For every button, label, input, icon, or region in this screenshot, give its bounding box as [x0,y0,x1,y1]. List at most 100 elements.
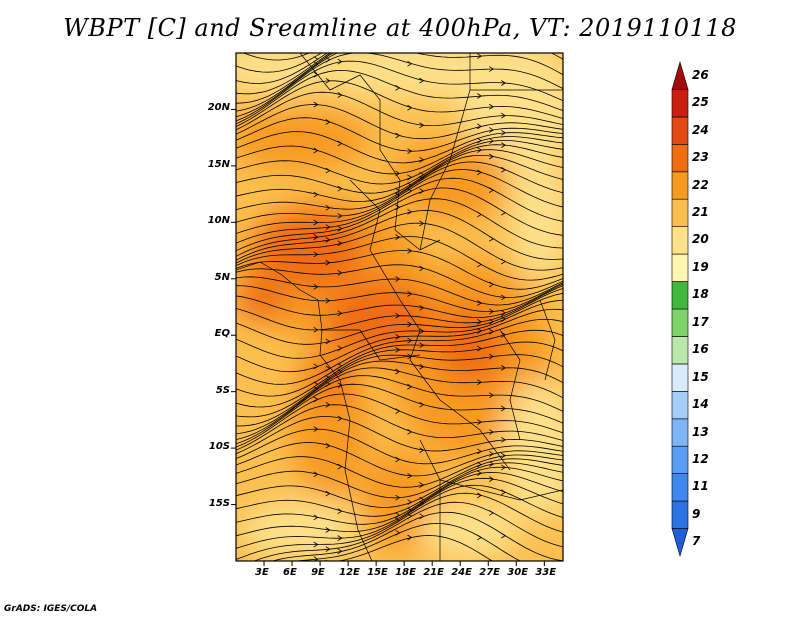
streamline-arrow [501,7,505,12]
streamline-arrow [395,512,401,519]
streamline-arrow [313,426,319,432]
map-title: WBPT [C] and Sreamline at 400hPa, VT: 20… [63,14,737,42]
lat-tick-label: 20N [207,102,230,114]
streamline [236,250,563,290]
plot-frame [235,52,564,562]
streamline-arrow [325,237,331,243]
streamline-arrow [313,219,319,226]
streamline-arrow [501,310,507,316]
streamline-arrow [489,429,495,435]
streamline-arrow [477,534,483,541]
streamline-arrow [489,392,495,399]
streamline-arrow [337,382,343,389]
streamline [236,428,563,465]
streamline-arrow [337,240,343,247]
streamline-arrow [395,188,401,194]
streamline-arrow [395,456,401,463]
lon-tick-label: 3E [255,567,269,578]
streamline [236,161,563,223]
streamline-arrow [501,331,507,338]
streamline-arrow [325,546,331,553]
streamline-arrow [325,259,331,266]
streamline [236,53,323,73]
streamline [236,466,563,517]
streamline-arrow [489,28,493,33]
streamline-arrow [489,353,495,360]
streamline-arrow [325,338,331,345]
colorbar-segment [671,60,689,90]
lon-tick-label: 15E [367,567,388,578]
streamlines [236,5,563,561]
streamline [236,210,563,261]
streamline-arrow [325,77,331,84]
streamline-arrow [489,461,495,467]
colorbar-segment [671,144,689,173]
streamline-arrow [407,429,413,435]
streamline-arrow [419,220,425,227]
streamline-arrow [477,448,483,455]
streamline [236,360,563,427]
streamline-arrow [477,5,481,10]
streamline-arrow [501,258,507,265]
streamline [236,140,563,185]
streamline-arrow [407,291,413,297]
colorbar-segment [671,198,689,227]
streamline [236,329,563,397]
streamline [236,292,563,345]
lat-tick-label: 10N [207,215,230,227]
colorbar-segment [671,473,689,502]
colorbar-segment [671,336,689,365]
streamline [236,283,563,313]
streamline-arrow [313,514,319,521]
streamline [236,285,563,318]
streamline-arrow [489,187,495,193]
lat-tick-label: 10S [208,441,230,453]
streamline-arrow [489,328,495,335]
streamline-arrow [395,192,401,199]
streamline-arrow [325,56,331,63]
streamline [236,53,563,104]
streamline [253,501,563,561]
streamline-arrow [313,541,319,548]
streamline-arrow [419,342,425,349]
streamline-arrow [337,369,343,375]
lon-tick-label: 6E [283,567,297,578]
streamline [236,393,563,448]
streamline [271,511,563,561]
streamline-arrow [313,147,319,154]
streamline [236,53,332,95]
lon-tick-label: 30E [507,567,529,578]
streamline-arrow [477,123,483,130]
colorbar-segment [671,171,689,200]
streamline-arrow [477,419,483,425]
streamline-arrow [419,482,425,488]
colorbar-label: 18 [692,287,709,302]
streamline-arrow [325,224,331,230]
streamline-arrow [419,77,425,84]
colorbar-label: 24 [692,122,709,137]
streamline-arrow [489,281,495,288]
colorbar-segment [671,363,689,392]
streamline-arrow [419,328,425,335]
streamline-arrow [489,66,495,72]
streamline-arrow [477,137,483,144]
colorbar-segment [671,500,689,529]
streamline [236,104,563,140]
streamline-arrow [325,204,331,211]
streamline-arrow [477,461,483,468]
streamline-arrow [420,41,424,46]
streamline [337,535,493,561]
streamline [236,341,563,408]
streamline [236,318,563,385]
colorbar-segment [671,226,689,255]
streamline [236,367,563,435]
streamline-arrow [313,61,319,68]
lon-tick-label: 9E [311,567,325,578]
streamline-arrow [419,447,425,454]
streamline [236,144,563,194]
streamline-arrow [337,415,343,422]
streamline-arrow [501,166,507,173]
streamline-arrow [395,234,401,240]
colorbar-segment [671,253,689,282]
streamline [236,53,328,84]
